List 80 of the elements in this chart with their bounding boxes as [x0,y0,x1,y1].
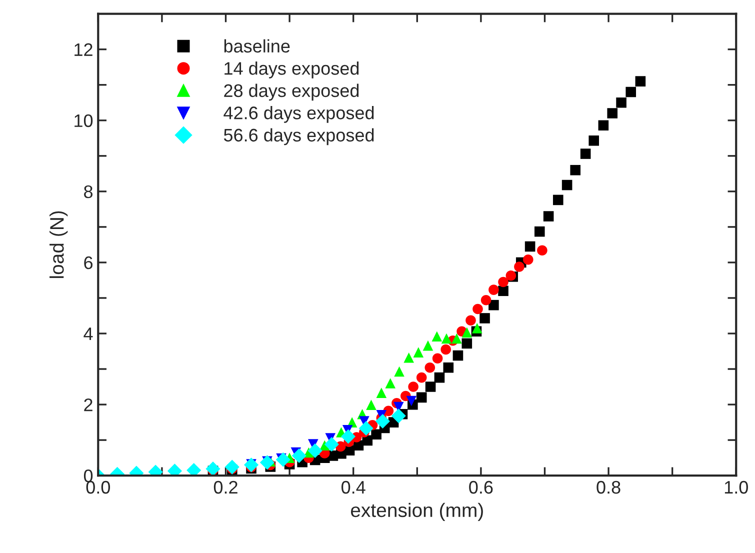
point [416,372,427,383]
x-tick-label: 0.2 [214,480,238,494]
point [385,378,396,388]
point [308,443,322,458]
point [522,254,534,265]
point [375,414,390,429]
legend-label: baseline [224,39,290,53]
point [472,304,483,314]
point [498,286,508,296]
point [543,211,554,222]
point [580,148,591,159]
point [376,388,387,398]
y-tick-label: 8 [84,185,93,198]
point [626,86,636,98]
point [440,344,451,355]
point [260,455,274,470]
point [416,392,427,403]
point [406,396,417,406]
point [480,313,490,324]
point [452,333,462,344]
y-tick-label: 6 [84,256,92,270]
legend-label: 14 days exposed [224,62,359,78]
point [276,452,290,467]
point [432,331,442,342]
point [488,284,499,295]
legend-label: 56.6 days exposed [224,128,374,146]
point [570,164,581,176]
x-tick-label: 1.0 [724,480,748,494]
y-tick-label: 10 [74,114,93,128]
point [462,338,472,349]
point [598,120,609,131]
point [340,429,356,444]
point [524,241,536,252]
y-tick-label: 2 [84,398,92,412]
y-tick-label: 12 [74,43,92,56]
point [462,327,472,338]
point [424,362,436,373]
point [432,353,443,364]
point [514,262,524,272]
point [443,362,454,373]
point [588,135,600,146]
point [324,437,339,452]
point [441,333,452,344]
point [422,340,434,351]
point [358,421,374,436]
point [434,372,445,383]
point [616,97,626,108]
point [498,276,508,288]
legend-label: 42.6 days exposed [224,106,374,123]
x-tick-label: 0.0 [86,480,110,494]
point [366,400,376,410]
point [537,245,548,256]
point [466,315,476,326]
point [292,448,306,463]
point [404,352,414,363]
x-tick-label: 0.4 [341,480,366,494]
point [186,462,202,476]
point [224,460,240,474]
point [244,458,259,472]
point [488,300,499,310]
x-axis-title: extension (mm) [350,502,483,521]
y-tick-label: 0 [84,470,93,482]
point [452,350,464,361]
point [607,108,618,118]
point [534,226,545,237]
x-tick-label: 0.8 [596,480,620,494]
point [552,194,564,206]
x-tick-label: 0.6 [469,480,493,494]
y-tick-label: 4 [84,328,93,340]
point [408,382,418,392]
point [394,366,404,377]
point [413,347,424,358]
point [480,294,492,306]
point [391,408,406,424]
legend-label: 28 days exposed [224,84,359,101]
point [425,382,436,392]
y-axis-title: load (N) [50,211,68,278]
point [472,323,482,334]
point [562,180,572,190]
point [635,76,646,86]
